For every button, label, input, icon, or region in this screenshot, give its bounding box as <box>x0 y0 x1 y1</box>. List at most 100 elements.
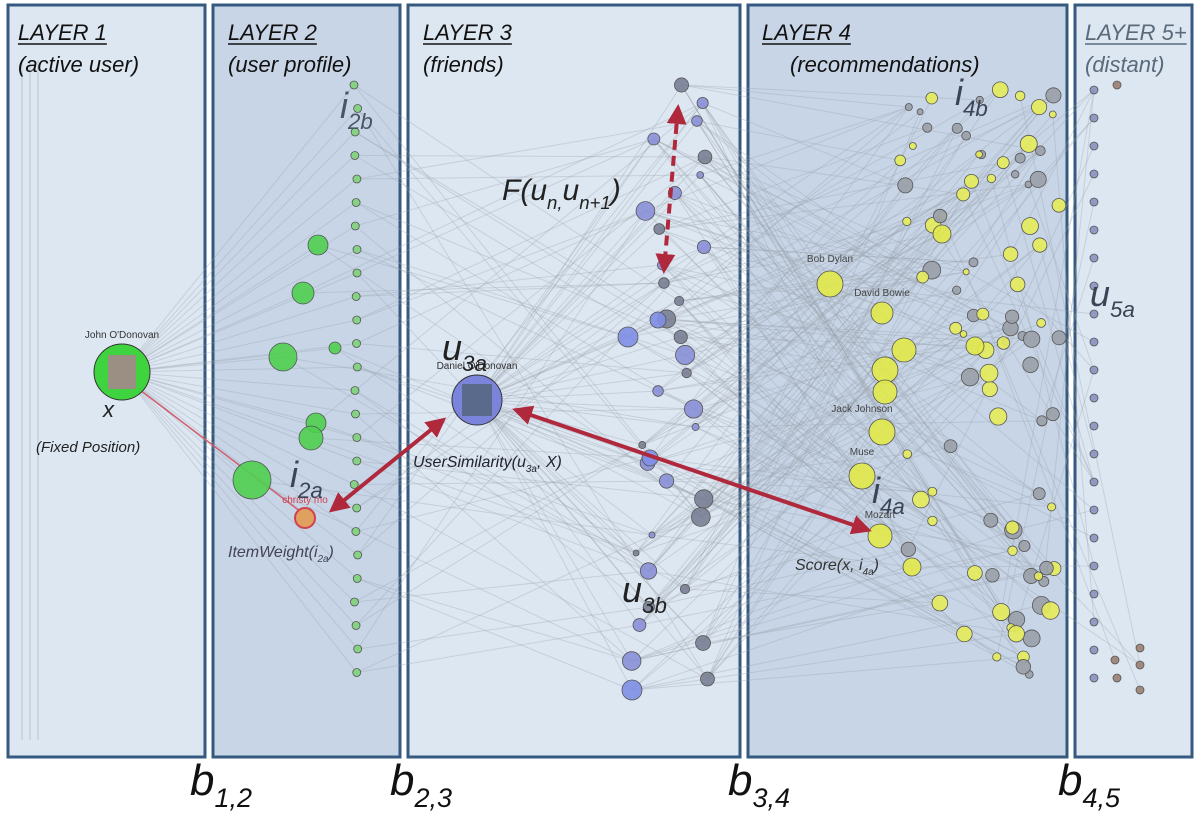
node <box>1089 449 1099 459</box>
node <box>350 127 360 137</box>
node <box>638 441 647 449</box>
edge <box>657 319 990 374</box>
node <box>1022 356 1039 374</box>
edge <box>121 371 356 391</box>
edge <box>121 371 317 424</box>
edge <box>476 228 660 401</box>
edge <box>686 94 1054 374</box>
node <box>328 341 342 355</box>
node <box>679 583 691 595</box>
node <box>350 151 360 160</box>
node <box>681 367 692 379</box>
text-part: b <box>728 756 752 805</box>
subscript: 1,2 <box>214 783 252 813</box>
edge <box>674 192 831 285</box>
node <box>904 103 913 112</box>
edge <box>1014 89 1095 175</box>
text-part: Score(x, i <box>795 557 863 574</box>
node <box>1018 539 1031 553</box>
edge <box>990 178 1095 567</box>
edge <box>680 276 923 338</box>
arrow <box>328 417 447 513</box>
edge <box>631 388 991 691</box>
edge <box>121 292 304 373</box>
edge <box>696 120 964 335</box>
boundary-label: b1,2 <box>190 756 252 813</box>
edge <box>121 272 358 373</box>
edge <box>695 99 981 428</box>
text-part: ) <box>872 557 879 574</box>
node <box>353 104 363 113</box>
edge <box>641 153 980 446</box>
text-part: i <box>290 454 299 495</box>
edge <box>663 282 990 374</box>
edge <box>702 102 1013 551</box>
edge <box>121 371 357 509</box>
labels: LAYER 1 (active user) LAYER 2 (user profile… <box>18 20 1187 813</box>
edge <box>674 192 913 568</box>
text-part: i <box>872 470 881 511</box>
edge <box>121 319 357 373</box>
edge <box>631 633 1017 691</box>
node <box>927 515 938 527</box>
edge <box>699 174 1013 528</box>
node <box>647 132 661 146</box>
node <box>1039 560 1054 576</box>
edge <box>696 120 1017 635</box>
node <box>925 91 938 105</box>
edge <box>693 221 908 410</box>
edge <box>657 345 976 392</box>
node <box>1089 393 1099 403</box>
node <box>674 295 685 307</box>
edge <box>357 578 632 662</box>
node <box>1089 225 1099 235</box>
node <box>675 345 696 365</box>
text-part: b <box>390 756 414 805</box>
node <box>700 671 715 687</box>
node <box>959 330 968 338</box>
node <box>1029 170 1047 188</box>
layer-panel <box>746 3 1069 759</box>
edge <box>707 150 1041 680</box>
layer-title: LAYER 1 <box>18 20 107 45</box>
node <box>349 80 359 90</box>
foreground <box>21 60 872 740</box>
edge <box>648 548 909 608</box>
subscript: 2a <box>317 554 330 565</box>
subscript: n, <box>547 192 563 213</box>
edge <box>699 174 1045 582</box>
node <box>352 268 362 278</box>
node <box>912 490 930 509</box>
node-label: Daniel O'Donovan <box>437 361 518 372</box>
highlight-edge <box>139 389 306 516</box>
annotation: u3b <box>622 569 667 618</box>
edge <box>1017 284 1095 371</box>
node <box>1019 134 1038 153</box>
edge <box>121 371 357 532</box>
edge <box>121 108 359 373</box>
node <box>653 223 666 235</box>
edge <box>657 89 1001 392</box>
edge <box>476 300 680 401</box>
edge <box>357 578 633 691</box>
node <box>986 173 997 184</box>
node <box>350 597 359 607</box>
edge <box>702 102 906 186</box>
edge <box>476 282 665 401</box>
text-part: , X) <box>537 454 562 471</box>
edge <box>356 249 659 392</box>
node <box>1007 625 1025 643</box>
node <box>268 342 298 372</box>
panels <box>6 3 1194 759</box>
edge <box>680 178 992 338</box>
layer-panel <box>211 3 402 759</box>
node <box>617 326 639 348</box>
node <box>1089 421 1099 431</box>
node <box>1089 533 1099 543</box>
node <box>962 268 970 276</box>
node-label: Jack Johnson <box>831 404 892 415</box>
edge <box>1010 145 1095 329</box>
node <box>642 600 655 614</box>
edge <box>684 588 940 604</box>
